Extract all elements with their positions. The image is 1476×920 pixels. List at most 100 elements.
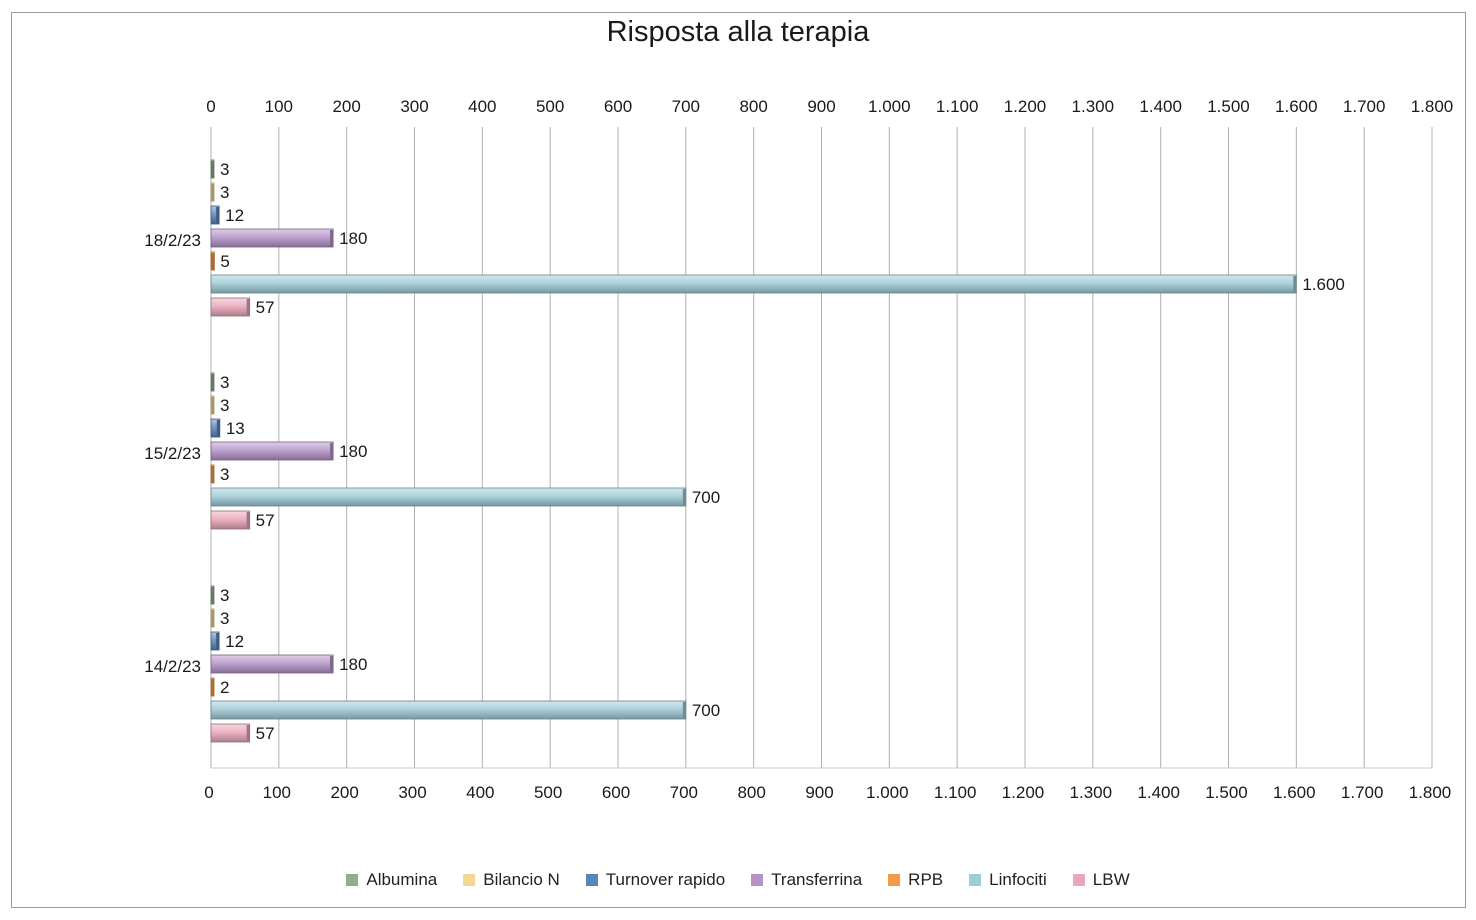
bar-end-cap [330,230,334,246]
data-label: 12 [225,632,244,651]
data-label: 700 [692,701,720,720]
bar-end-cap [246,512,250,528]
data-label: 57 [256,511,275,530]
bar-end-cap [216,633,220,649]
x-tick-label-bottom: 0 [204,783,213,802]
data-label: 180 [339,655,367,674]
x-tick-label-bottom: 900 [805,783,833,802]
x-tick-label-top: 1.500 [1207,97,1250,116]
x-tick-label-bottom: 500 [534,783,562,802]
bar-end-cap [211,397,214,413]
bar-end-cap [216,420,220,436]
bar-end-cap [211,466,214,482]
x-tick-label-bottom: 1.500 [1205,783,1248,802]
x-tick-label-top: 900 [807,97,835,116]
data-label: 12 [225,206,244,225]
x-tick-label-bottom: 400 [466,783,494,802]
legend-swatch [751,874,764,886]
x-tick-label-top: 300 [400,97,428,116]
bar-end-cap [211,679,214,695]
bar [210,297,251,317]
category-label: 14/2/23 [144,657,201,676]
data-label: 3 [220,465,229,484]
x-tick-label-bottom: 1.300 [1070,783,1113,802]
category-label: 15/2/23 [144,444,201,463]
legend-label: Linfociti [989,870,1047,889]
x-tick-label-bottom: 1.600 [1273,783,1316,802]
legend-label: LBW [1092,870,1130,889]
x-tick-label-top: 1.600 [1275,97,1318,116]
legend: Albumina Bilancio N Turnover rapido Transfe… [0,870,1476,890]
bar [210,700,687,720]
x-tick-label-bottom: 1.000 [866,783,909,802]
bar-end-cap [211,161,214,177]
legend-item: Transferrina [751,870,862,890]
legend-label: Transferrina [771,870,863,889]
x-tick-label-bottom: 1.800 [1409,783,1452,802]
bar-end-cap [211,610,214,626]
x-tick-label-top: 200 [332,97,360,116]
x-tick-label-top: 1.200 [1004,97,1047,116]
data-label: 3 [220,373,229,392]
bar-end-cap [682,489,686,505]
legend-item: LBW [1072,870,1130,890]
bar [210,228,334,248]
bar [210,510,251,530]
x-tick-label-bottom: 1.100 [934,783,977,802]
x-tick-label-bottom: 1.400 [1137,783,1180,802]
data-label: 3 [220,160,229,179]
data-label: 180 [339,229,367,248]
bar [210,441,334,461]
x-tick-label-bottom: 100 [263,783,291,802]
bar-end-cap [682,702,686,718]
legend-swatch [1072,874,1085,886]
legend-swatch [888,874,901,886]
x-tick-label-top: 0 [206,97,215,116]
legend-swatch [969,874,982,886]
bar-end-cap [330,656,334,672]
chart-plot: 0 0 100 100 200 200 300 300 400 400 500 500 600 600 70… [144,97,1454,802]
legend-label: Bilancio N [483,870,560,889]
bar-end-cap [216,207,220,223]
x-tick-label-top: 1.800 [1411,97,1454,116]
bar [210,487,687,507]
legend-label: Albumina [366,870,438,889]
bar [210,723,251,743]
bar-end-cap [330,443,334,459]
x-tick-label-top: 1.300 [1072,97,1115,116]
x-tick-label-top: 100 [265,97,293,116]
bar-end-cap [211,587,214,603]
data-label: 3 [220,396,229,415]
data-label: 3 [220,586,229,605]
x-tick-label-top: 1.400 [1139,97,1182,116]
x-tick-label-top: 1.700 [1343,97,1386,116]
bar-end-cap [211,253,215,269]
bar-end-cap [1293,276,1297,292]
data-label: 13 [226,419,245,438]
legend-swatch [463,874,476,886]
x-tick-label-bottom: 700 [670,783,698,802]
bar-end-cap [246,725,250,741]
data-label: 5 [220,252,229,271]
x-tick-label-top: 1.100 [936,97,979,116]
x-tick-label-bottom: 1.200 [1002,783,1045,802]
x-tick-label-bottom: 300 [398,783,426,802]
legend-label: RPB [908,870,944,889]
data-label: 57 [256,298,275,317]
x-tick-label-top: 1.000 [868,97,911,116]
legend-item: Linfociti [969,870,1047,890]
x-tick-label-top: 600 [604,97,632,116]
data-label: 3 [220,609,229,628]
legend-swatch [585,874,598,886]
data-label: 180 [339,442,367,461]
category-label: 18/2/23 [144,231,201,250]
x-tick-label-bottom: 600 [602,783,630,802]
legend-item: Turnover rapido [585,870,725,890]
chart-title: Risposta alla terapia [606,16,870,48]
legend-item: RPB [888,870,943,890]
bar [210,654,334,674]
data-label: 57 [256,724,275,743]
legend-item: Albumina [346,870,437,890]
x-tick-label-bottom: 800 [737,783,765,802]
legend-item: Bilancio N [463,870,560,890]
